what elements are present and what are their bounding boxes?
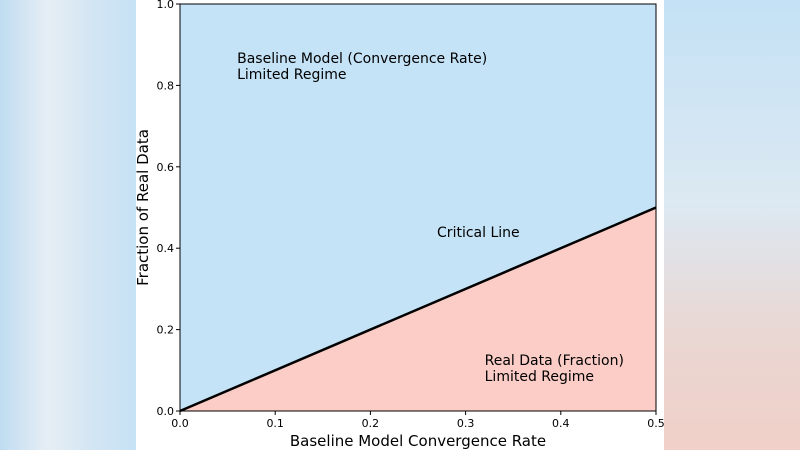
x-tick-label: 0.0 — [171, 417, 189, 430]
plot-frame — [179, 3, 657, 412]
background-right-panel — [664, 0, 800, 450]
x-axis-label: Baseline Model Convergence Rate — [290, 432, 546, 450]
y-axis-label: Fraction of Real Data — [136, 129, 152, 286]
chart-svg: 0.0 0.1 0.2 0.3 0.4 0.5 0.0 0.2 0.4 0.6 0.8 1.0 Ba… — [134, 0, 665, 450]
chart-figure: 0.0 0.1 0.2 0.3 0.4 0.5 0.0 0.2 0.4 0.6 0.8 1.0 Ba… — [134, 0, 665, 450]
annotation-lower: Real Data (Fraction) Limited Regime — [485, 353, 624, 385]
y-tick-label: 0.8 — [157, 79, 175, 92]
x-axis-ticks: 0.0 0.1 0.2 0.3 0.4 0.5 — [171, 411, 665, 430]
region-baseline-limited — [180, 4, 656, 411]
y-tick-label: 1.0 — [157, 0, 175, 11]
background-left-panel — [0, 0, 136, 450]
y-tick-label: 0.4 — [157, 242, 175, 255]
y-tick-label: 0.6 — [157, 161, 175, 174]
annotation-critical: Critical Line — [437, 225, 520, 241]
chart-annotations: Baseline Model (Convergence Rate) Limited… — [237, 51, 624, 385]
critical-line — [179, 206, 657, 413]
critical-line-layer — [179, 206, 657, 413]
y-tick-label: 0.0 — [157, 405, 175, 418]
y-axis-ticks: 0.0 0.2 0.4 0.6 0.8 1.0 — [157, 0, 180, 418]
x-tick-label: 0.1 — [266, 417, 284, 430]
y-tick-label: 0.2 — [157, 324, 175, 337]
x-tick-label: 0.3 — [457, 417, 475, 430]
x-tick-label: 0.4 — [552, 417, 570, 430]
x-tick-label: 0.2 — [362, 417, 380, 430]
x-tick-label: 0.5 — [647, 417, 664, 430]
annotation-upper: Baseline Model (Convergence Rate) Limited… — [237, 51, 487, 83]
